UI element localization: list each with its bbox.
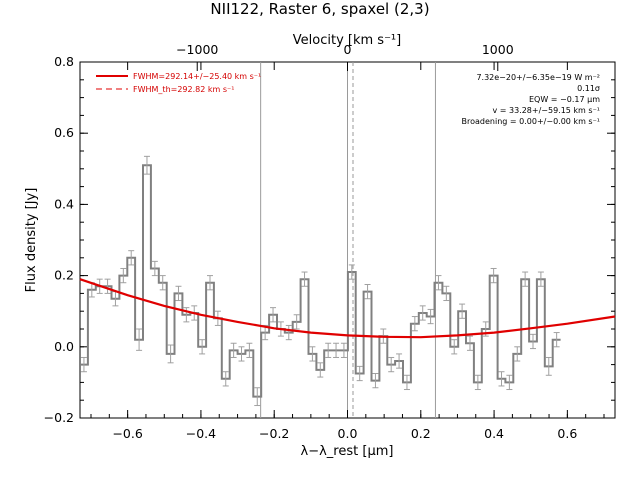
spectrum-point — [270, 307, 277, 323]
y-tick-label: −0.2 — [44, 410, 74, 425]
top-tick-label: 0 — [344, 42, 352, 57]
spectrum-point — [222, 371, 229, 387]
annotation-eqw: EQW = −0.17 μm — [529, 95, 600, 104]
legend-label-theoretical: FWHM_th=292.82 km s⁻¹ — [133, 85, 234, 94]
spectrum-point — [396, 353, 403, 369]
annotation-flux: 7.32e−20+/−6.35e−19 W m⁻² — [476, 73, 600, 82]
y-tick-label: 0.2 — [54, 268, 74, 283]
x-tick-label: 0.6 — [557, 426, 577, 441]
spectrum-point — [254, 387, 261, 407]
annotation-broadening: Broadening = 0.00+/−0.00 km s⁻¹ — [462, 117, 600, 126]
spectrum-point — [151, 260, 158, 277]
top-axis-title: Velocity [km s⁻¹] — [293, 33, 401, 48]
x-tick-label: −0.6 — [112, 426, 142, 441]
spectrum-point — [104, 278, 111, 294]
spectrum-point — [545, 356, 552, 376]
spectrum-point — [388, 356, 395, 373]
annotation-velocity: v = 33.28+/−59.15 km s⁻¹ — [492, 106, 600, 115]
x-tick-label: −0.2 — [259, 426, 289, 441]
spectrum-point — [317, 362, 324, 378]
spectrum-point — [143, 155, 150, 175]
spectrum-point — [206, 275, 213, 291]
spectrum-point — [522, 271, 529, 287]
spectrum-point — [356, 365, 363, 382]
y-tick-label: 0.0 — [54, 339, 74, 354]
y-tick-label: 0.4 — [54, 196, 74, 211]
annotation-sigma: 0.11σ — [577, 84, 600, 93]
chart-title: NII122, Raster 6, spaxel (2,3) — [210, 0, 429, 18]
spectrum-point — [443, 285, 450, 302]
spectrum-point — [537, 271, 544, 287]
spectrum-point — [498, 371, 505, 387]
x-tick-label: 0.2 — [411, 426, 431, 441]
spectrum-point — [199, 339, 206, 355]
spectrum-point — [309, 346, 316, 362]
spectrum-point — [167, 344, 174, 364]
spectrum-point — [459, 303, 466, 319]
spectrum-point — [136, 328, 143, 351]
spectrum-point — [159, 275, 166, 291]
spectrum-point — [490, 267, 497, 284]
spectrum-point — [514, 346, 521, 362]
spectrum-point — [451, 339, 458, 355]
spectrum-point — [372, 373, 379, 389]
spectrum-point — [80, 356, 87, 373]
spectrum-point — [474, 374, 481, 391]
x-tick-label: 0.0 — [338, 426, 358, 441]
spectrum-point — [285, 324, 292, 341]
spectrum-point — [466, 335, 473, 351]
legend: FWHM=292.14+/−25.40 km s⁻¹ FWHM_th=292.8… — [96, 72, 261, 94]
top-tick-label: 1000 — [482, 42, 514, 57]
spectrum-point — [325, 342, 332, 358]
x-axis-title: λ−λ_rest [μm] — [301, 444, 394, 459]
spectrum-point — [120, 267, 127, 284]
spectrum-point — [419, 305, 426, 321]
spectrum-point — [506, 374, 513, 391]
fit-curve — [79, 278, 616, 339]
annotations: 7.32e−20+/−6.35e−19 W m⁻² 0.11σ EQW = −0… — [462, 73, 601, 126]
spectrum-point — [175, 285, 182, 302]
spectrum-point — [411, 316, 418, 332]
spectrum-point — [435, 275, 442, 291]
spectrum-point — [333, 342, 340, 358]
spectrum-point — [427, 308, 434, 325]
y-tick-label: 0.8 — [54, 54, 74, 69]
spectrum-point — [293, 314, 300, 330]
spectrum-point — [246, 342, 253, 358]
legend-label-fit: FWHM=292.14+/−25.40 km s⁻¹ — [133, 72, 261, 81]
spectrum-point — [238, 346, 245, 362]
spectrum-line — [80, 164, 561, 398]
spectrum-point — [301, 271, 308, 287]
y-tick-label: 0.6 — [54, 125, 74, 140]
spectrum-point — [183, 307, 190, 323]
spectrum-point — [128, 250, 135, 266]
x-tick-label: 0.4 — [484, 426, 504, 441]
spectrum-point — [364, 284, 371, 300]
top-tick-label: −1000 — [176, 42, 218, 57]
x-tick-label: −0.4 — [186, 426, 216, 441]
spectrum-point — [230, 342, 237, 358]
spectrum-point — [530, 333, 537, 350]
spectrum-point — [553, 332, 560, 348]
spectrum-point — [340, 342, 347, 358]
y-axis-title: Flux density [Jy] — [24, 188, 39, 293]
spectrum-point — [348, 264, 355, 280]
spectrum-point — [403, 374, 410, 391]
